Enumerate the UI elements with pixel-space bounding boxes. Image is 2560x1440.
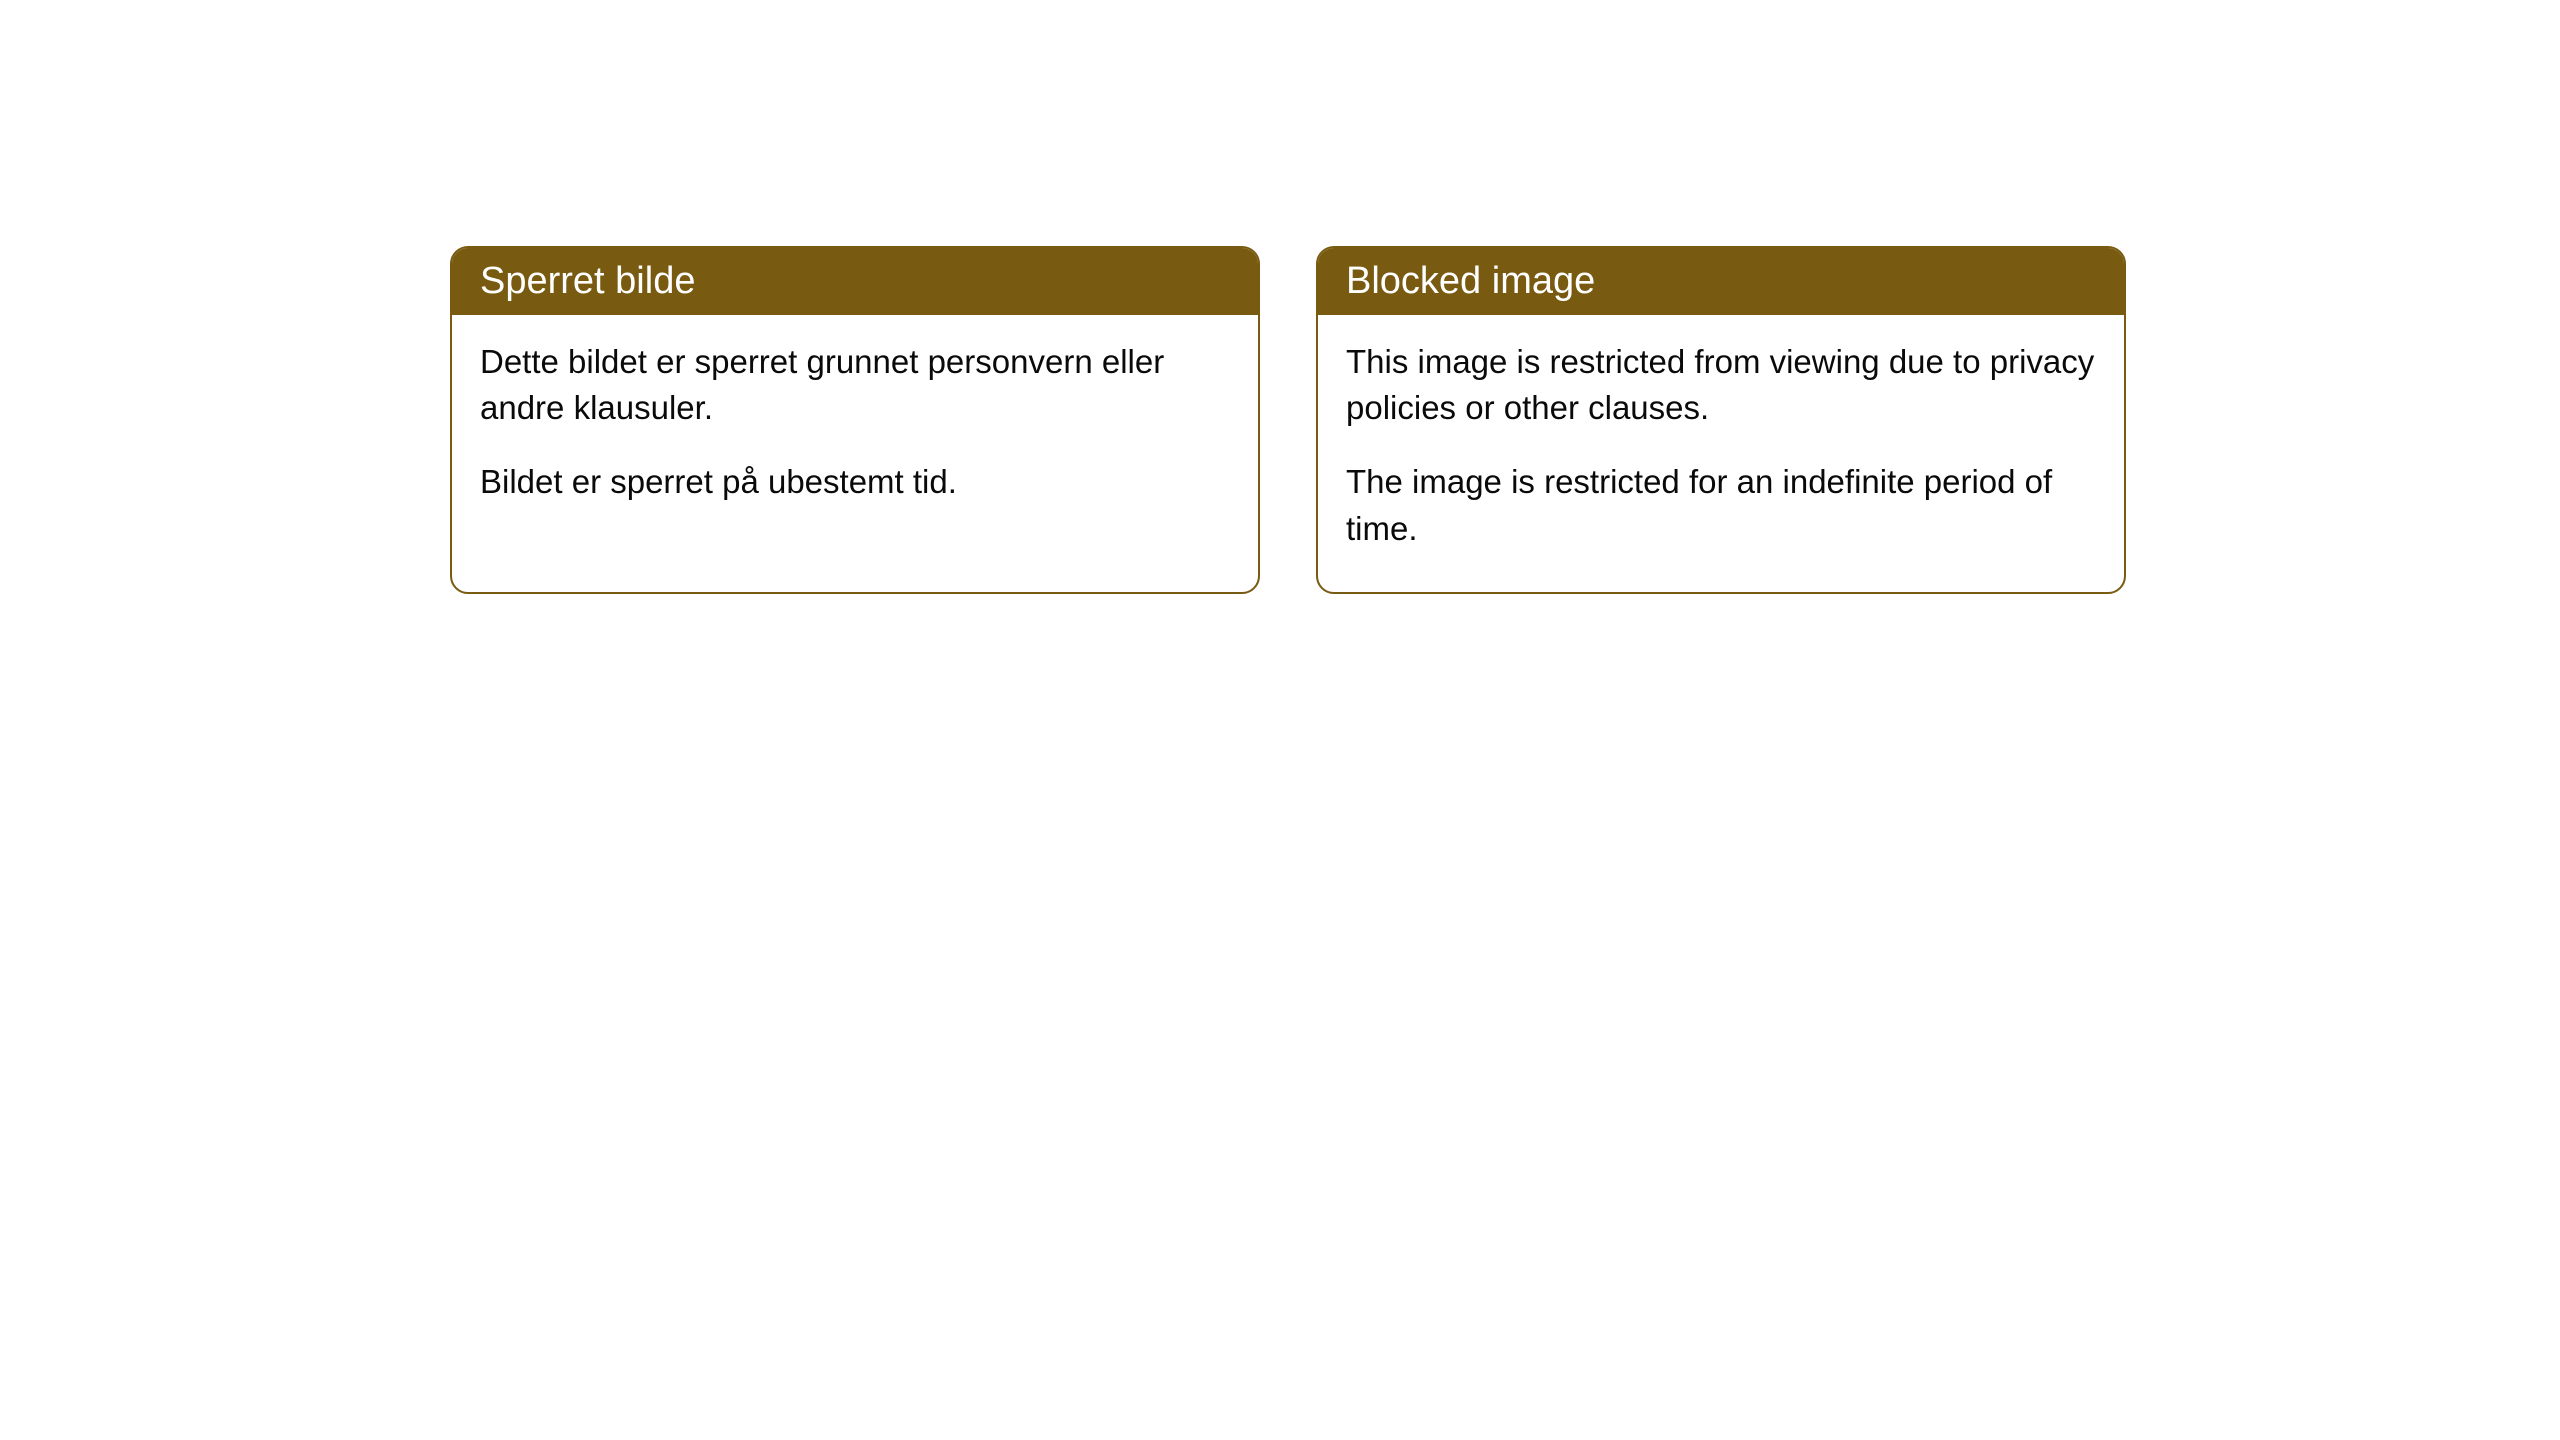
card-header-no: Sperret bilde xyxy=(452,248,1258,315)
card-body-en: This image is restricted from viewing du… xyxy=(1318,315,2124,592)
card-title-en: Blocked image xyxy=(1346,260,1595,302)
card-paragraph-no-1: Dette bildet er sperret grunnet personve… xyxy=(480,339,1230,431)
card-paragraph-en-2: The image is restricted for an indefinit… xyxy=(1346,459,2096,551)
card-body-no: Dette bildet er sperret grunnet personve… xyxy=(452,315,1258,546)
blocked-image-card-en: Blocked image This image is restricted f… xyxy=(1316,246,2126,594)
notice-container: Sperret bilde Dette bildet er sperret gr… xyxy=(450,246,2126,594)
card-paragraph-en-1: This image is restricted from viewing du… xyxy=(1346,339,2096,431)
card-header-en: Blocked image xyxy=(1318,248,2124,315)
card-paragraph-no-2: Bildet er sperret på ubestemt tid. xyxy=(480,459,1230,505)
card-title-no: Sperret bilde xyxy=(480,260,695,302)
blocked-image-card-no: Sperret bilde Dette bildet er sperret gr… xyxy=(450,246,1260,594)
